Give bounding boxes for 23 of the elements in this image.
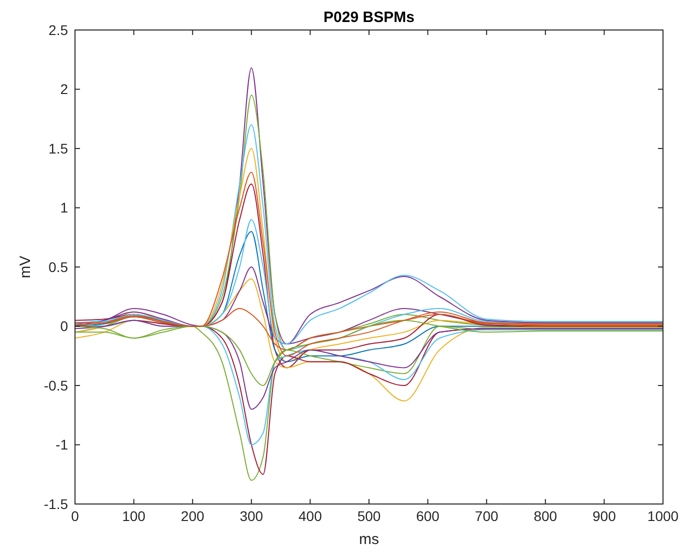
y-axis-title: mV (17, 256, 34, 278)
x-tick-label: 200 (180, 508, 204, 524)
x-tick-label: 1000 (647, 508, 679, 524)
x-axis-title: ms (359, 531, 379, 548)
x-tick-label: 500 (357, 508, 381, 524)
x-tick-label: 600 (416, 508, 440, 524)
y-tick-label: -1 (56, 436, 68, 453)
y-tick-label: 0.5 (48, 258, 68, 275)
x-tick-label: 400 (298, 508, 322, 524)
x-tick-label: 800 (534, 508, 558, 524)
y-tick-label: 1.5 (48, 140, 68, 156)
y-tick-label: -0.5 (44, 377, 68, 394)
y-tick-label: 0 (60, 318, 68, 334)
x-tick-label: 0 (71, 508, 80, 524)
y-tick-label: 1 (60, 200, 68, 216)
x-tick-label: 700 (474, 508, 498, 524)
x-tick-label: 100 (122, 508, 146, 524)
y-tick-label: 2.5 (48, 22, 68, 38)
y-tick-label: -1.5 (44, 496, 68, 512)
x-tick-label: 900 (592, 508, 616, 524)
x-tick-label: 300 (240, 508, 264, 524)
chart-title: P029 BSPMs (324, 9, 414, 26)
y-tick-label: 2 (60, 81, 68, 98)
